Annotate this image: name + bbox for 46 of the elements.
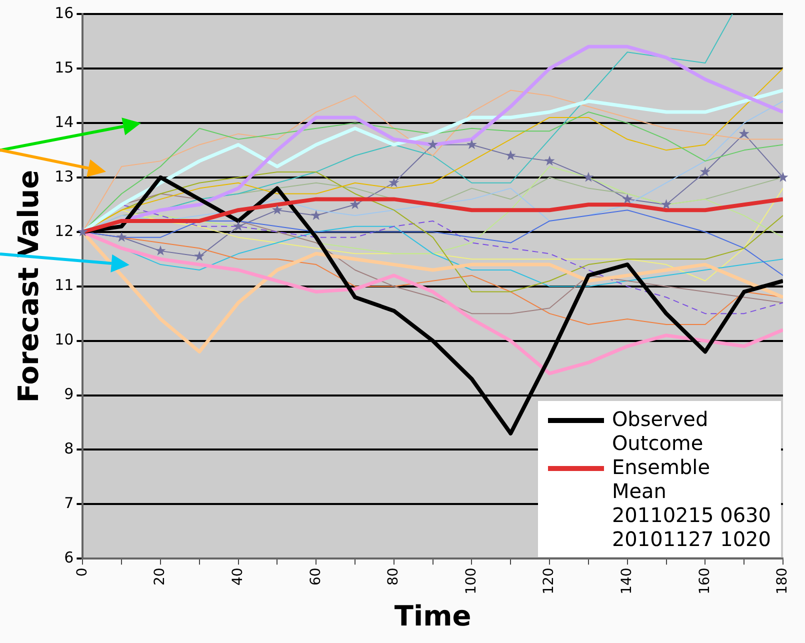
y-tick-label: 12 [54, 222, 74, 240]
point [544, 156, 555, 166]
point [388, 177, 400, 188]
y-tick-label: 14 [54, 112, 74, 131]
x-tick-label: 40 [230, 568, 246, 586]
x-tick-label: 120 [541, 568, 558, 594]
point [505, 150, 516, 160]
x-tick-label: 100 [463, 568, 480, 594]
point [622, 194, 633, 204]
x-tick-label: 80 [386, 568, 402, 586]
x-tick-label: 140 [619, 568, 636, 594]
y-tick-label: 11 [54, 276, 74, 294]
point [272, 204, 282, 215]
y-tick-label: 10 [54, 330, 74, 349]
annotation: 20101127 1020 [610, 526, 771, 551]
point [700, 166, 710, 176]
y-tick-label: 13 [54, 167, 74, 186]
x-axis-title: Time [394, 599, 472, 632]
y-tick-label: 6 [64, 548, 74, 567]
point [310, 210, 322, 220]
x-tick-label: 180 [774, 568, 791, 594]
y-tick-label: 9 [64, 385, 74, 404]
y-axis-title: Forecast Value [12, 170, 46, 403]
point [77, 226, 88, 236]
point [194, 250, 205, 261]
point [738, 128, 750, 138]
point [350, 199, 360, 210]
y-tick-label: 16 [54, 4, 74, 22]
legend-label: Ensemble Mean [612, 454, 712, 503]
point [116, 232, 127, 242]
point [233, 220, 244, 231]
x-tick-label: 60 [308, 568, 324, 586]
legend-label: Observed Outcome [612, 406, 710, 455]
y-tick-label: 8 [64, 440, 74, 458]
x-tick-label: 20 [152, 568, 168, 586]
x-tick-label: 0 [74, 568, 90, 577]
point [778, 172, 788, 182]
x-tick-label: 160 [696, 568, 713, 594]
point [661, 199, 672, 210]
point [428, 139, 438, 150]
y-tick-label: 7 [64, 494, 74, 512]
point [466, 139, 477, 150]
annotation: 20110215 0630 [610, 502, 771, 527]
point [155, 245, 166, 256]
y-tick-label: 15 [54, 58, 74, 76]
point [583, 172, 594, 182]
